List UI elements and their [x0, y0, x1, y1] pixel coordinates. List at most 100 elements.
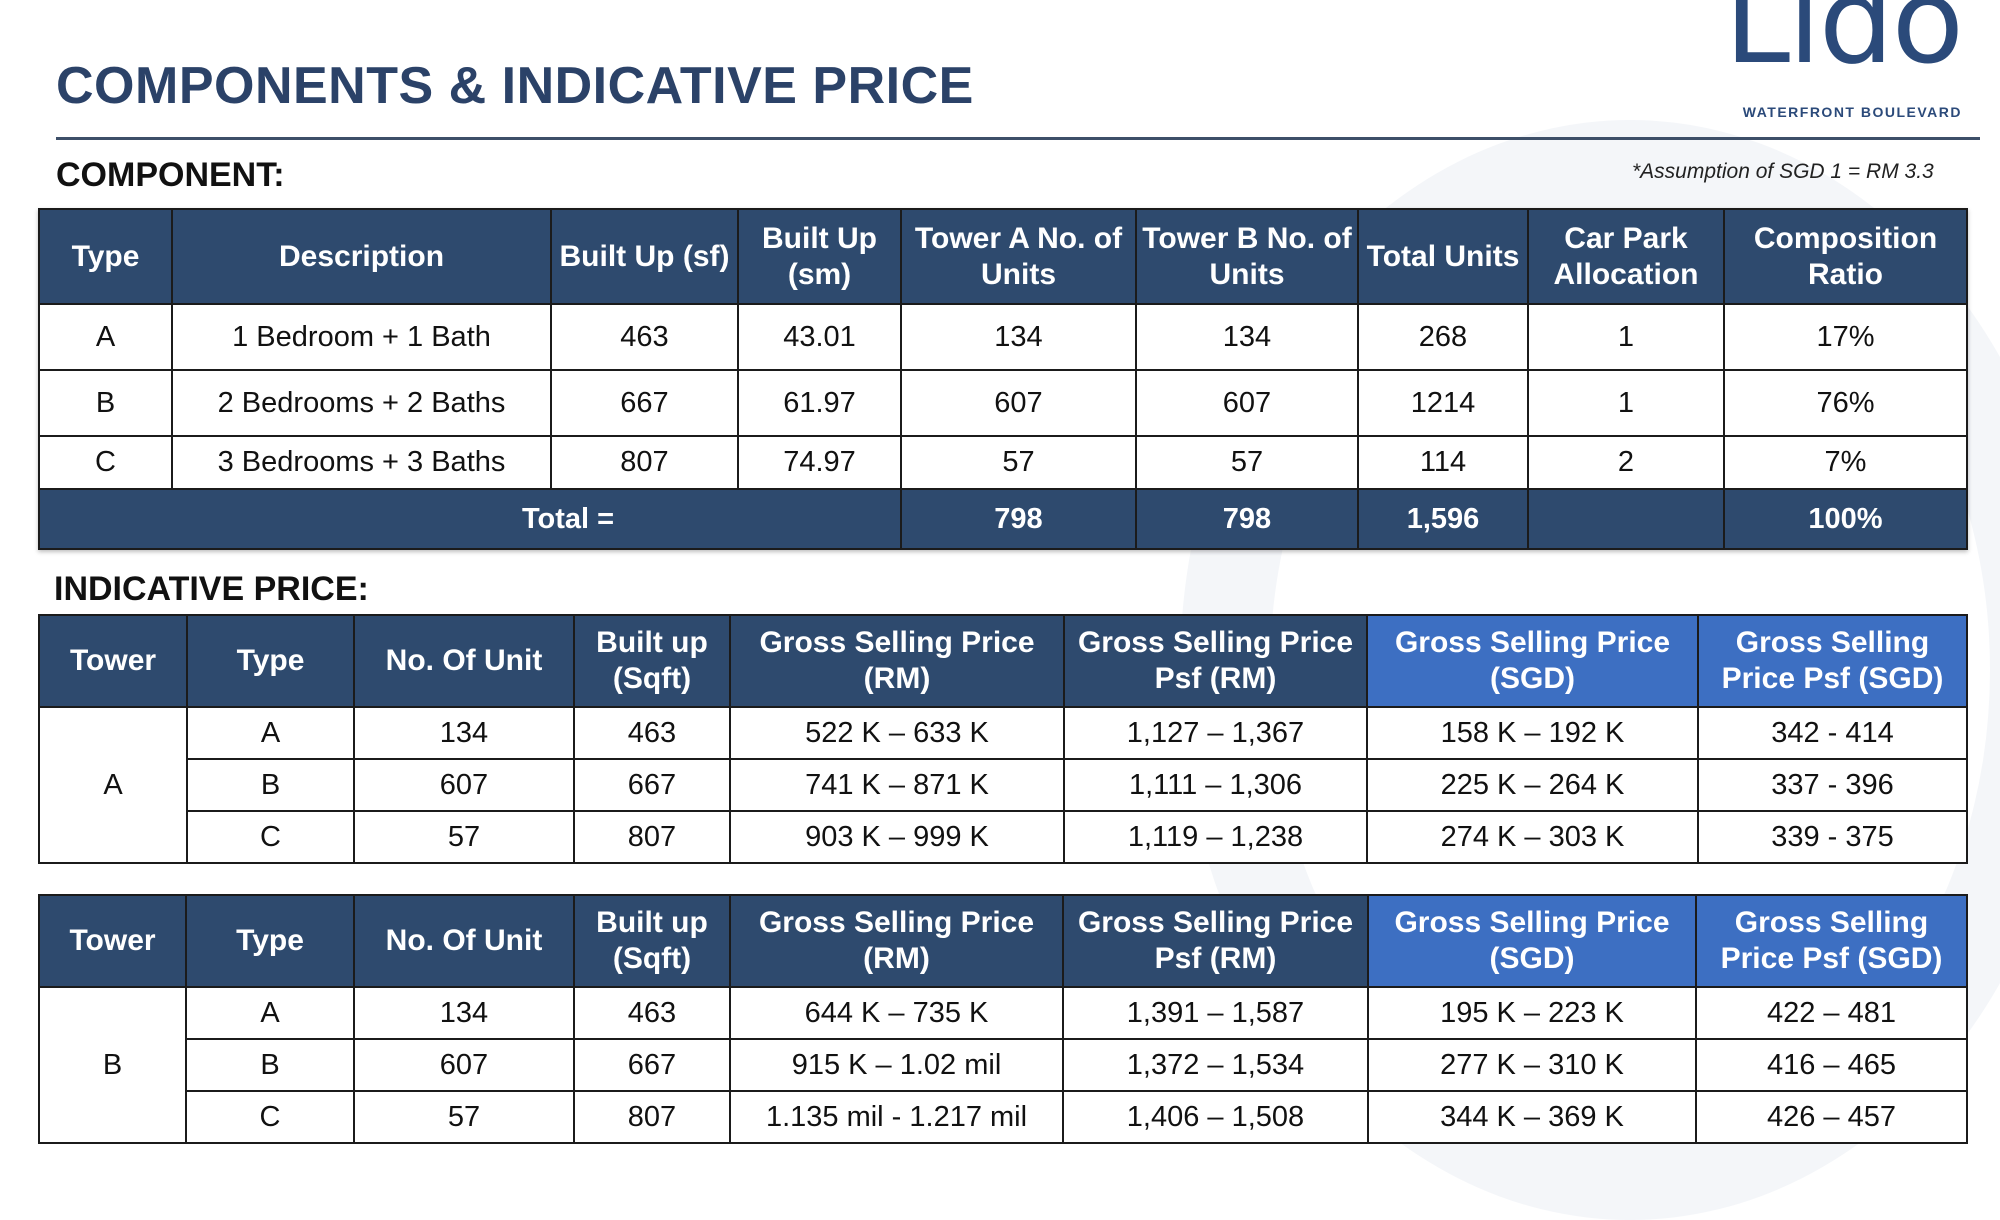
col-header-built-up-sm: Built Up (sm) — [737, 208, 902, 305]
cell-gsp-sgd: 225 K – 264 K — [1366, 758, 1699, 812]
total-ratio: 100% — [1723, 488, 1968, 550]
cell-built-up-sm: 43.01 — [737, 303, 902, 371]
cell-units: 134 — [353, 986, 575, 1040]
component-header-row: Type Description Built Up (sf) Built Up … — [38, 208, 1968, 305]
cell-psf-rm: 1,406 – 1,508 — [1062, 1090, 1369, 1144]
cell-gsp-sgd: 195 K – 223 K — [1367, 986, 1697, 1040]
col-header-units: No. Of Unit — [353, 614, 575, 708]
cell-ratio: 17% — [1723, 303, 1968, 371]
cell-gsp-rm: 915 K – 1.02 mil — [729, 1038, 1064, 1092]
brand-logo: Lido WATERFRONT BOULEVARD — [1724, 0, 1970, 125]
cell-tower-a-units: 57 — [900, 435, 1137, 490]
price-table-tower-a: Tower Type No. Of Unit Built up (Sqft) G… — [38, 614, 1968, 864]
cell-type: C — [186, 810, 355, 864]
cell-built-up-sf: 463 — [550, 303, 739, 371]
cell-type: C — [38, 435, 173, 490]
cell-psf-rm: 1,127 – 1,367 — [1063, 706, 1368, 760]
col-header-gsp-psf-rm: Gross Selling Price Psf (RM) — [1062, 894, 1369, 988]
cell-gsp-sgd: 344 K – 369 K — [1367, 1090, 1697, 1144]
cell-gsp-sgd: 274 K – 303 K — [1366, 810, 1699, 864]
cell-psf-rm: 1,372 – 1,534 — [1062, 1038, 1369, 1092]
cell-units: 57 — [353, 810, 575, 864]
table-row: C 3 Bedrooms + 3 Baths 807 74.97 57 57 1… — [38, 435, 1968, 490]
table-row: A 1 Bedroom + 1 Bath 463 43.01 134 134 2… — [38, 303, 1968, 371]
component-table: Type Description Built Up (sf) Built Up … — [38, 208, 1968, 550]
cell-tower-b-units: 134 — [1135, 303, 1359, 371]
col-header-built-up: Built up (Sqft) — [573, 894, 731, 988]
indicative-price-section-label: INDICATIVE PRICE: — [54, 570, 369, 608]
cell-type: B — [185, 1038, 355, 1092]
cell-tower: B — [38, 986, 187, 1144]
cell-built-up: 667 — [573, 758, 731, 812]
col-header-gsp-psf-rm: Gross Selling Price Psf (RM) — [1063, 614, 1368, 708]
cell-units: 134 — [353, 706, 575, 760]
total-tower-b-units: 798 — [1135, 488, 1359, 550]
table-row: B A 134 463 644 K – 735 K 1,391 – 1,587 … — [38, 986, 1968, 1144]
col-header-type: Type — [38, 208, 173, 305]
col-header-units: No. Of Unit — [353, 894, 575, 988]
cell-built-up: 667 — [573, 1038, 731, 1092]
cell-gsp-rm: 522 K – 633 K — [729, 706, 1065, 760]
total-units: 1,596 — [1357, 488, 1529, 550]
cell-tower: A — [38, 706, 188, 864]
table-row: A A 134 463 522 K – 633 K 1,127 – 1,367 … — [38, 706, 1968, 864]
col-header-total-units: Total Units — [1357, 208, 1529, 305]
cell-tower-a-units: 607 — [900, 369, 1137, 437]
cell-units: 57 — [353, 1090, 575, 1144]
cell-car-park: 2 — [1527, 435, 1725, 490]
cell-built-up-sf: 667 — [550, 369, 739, 437]
cell-gsp-sgd: 277 K – 310 K — [1367, 1038, 1697, 1092]
col-header-description: Description — [171, 208, 552, 305]
cell-ratio: 7% — [1723, 435, 1968, 490]
cell-built-up: 807 — [573, 810, 731, 864]
table-row: B 607 667 741 K – 871 K 1,111 – 1,306 22… — [39, 758, 1968, 812]
cell-car-park: 1 — [1527, 303, 1725, 371]
cell-built-up-sf: 807 — [550, 435, 739, 490]
col-header-tower: Tower — [38, 894, 187, 988]
cell-type: A — [185, 986, 355, 1040]
price-header-row: Tower Type No. Of Unit Built up (Sqft) G… — [38, 614, 1968, 708]
col-header-gsp-sgd: Gross Selling Price (SGD) — [1367, 894, 1697, 988]
cell-type: A — [38, 303, 173, 371]
cell-psf-rm: 1,119 – 1,238 — [1063, 810, 1368, 864]
cell-gsp-rm: 741 K – 871 K — [729, 758, 1065, 812]
cell-units: 607 — [353, 1038, 575, 1092]
cell-total-units: 114 — [1357, 435, 1529, 490]
page-title: COMPONENTS & INDICATIVE PRICE — [56, 57, 974, 115]
col-header-car-park: Car Park Allocation — [1527, 208, 1725, 305]
cell-description: 3 Bedrooms + 3 Baths — [171, 435, 552, 490]
cell-type: C — [185, 1090, 355, 1144]
cell-psf-rm: 1,391 – 1,587 — [1062, 986, 1369, 1040]
cell-units: 607 — [353, 758, 575, 812]
cell-psf-sgd: 416 – 465 — [1695, 1038, 1968, 1092]
cell-total-units: 268 — [1357, 303, 1529, 371]
cell-psf-sgd: 342 - 414 — [1697, 706, 1968, 760]
cell-type: B — [38, 369, 173, 437]
col-header-gsp-psf-sgd: Gross Selling Price Psf (SGD) — [1697, 614, 1968, 708]
cell-psf-sgd: 339 - 375 — [1697, 810, 1968, 864]
exchange-rate-note: *Assumption of SGD 1 = RM 3.3 — [1632, 160, 1934, 183]
cell-type: A — [186, 706, 355, 760]
cell-description: 2 Bedrooms + 2 Baths — [171, 369, 552, 437]
col-header-gsp-psf-sgd: Gross Selling Price Psf (SGD) — [1695, 894, 1968, 988]
col-header-type: Type — [186, 614, 355, 708]
cell-built-up-sm: 74.97 — [737, 435, 902, 490]
col-header-composition-ratio: Composition Ratio — [1723, 208, 1968, 305]
col-header-tower-a-units: Tower A No. of Units — [900, 208, 1137, 305]
table-row: B 607 667 915 K – 1.02 mil 1,372 – 1,534… — [39, 1038, 1968, 1092]
cell-tower-b-units: 57 — [1135, 435, 1359, 490]
cell-type: B — [186, 758, 355, 812]
cell-psf-sgd: 337 - 396 — [1697, 758, 1968, 812]
cell-psf-rm: 1,111 – 1,306 — [1063, 758, 1368, 812]
cell-gsp-sgd: 158 K – 192 K — [1366, 706, 1699, 760]
col-header-tower: Tower — [38, 614, 188, 708]
cell-built-up: 807 — [573, 1090, 731, 1144]
col-header-type: Type — [185, 894, 355, 988]
table-row: C 57 807 1.135 mil - 1.217 mil 1,406 – 1… — [39, 1090, 1968, 1144]
component-section-label: COMPONENT: — [56, 156, 285, 194]
cell-built-up: 463 — [573, 706, 731, 760]
price-header-row: Tower Type No. Of Unit Built up (Sqft) G… — [38, 894, 1968, 988]
cell-psf-sgd: 422 – 481 — [1695, 986, 1968, 1040]
cell-ratio: 76% — [1723, 369, 1968, 437]
table-row: C 57 807 903 K – 999 K 1,119 – 1,238 274… — [39, 810, 1968, 864]
